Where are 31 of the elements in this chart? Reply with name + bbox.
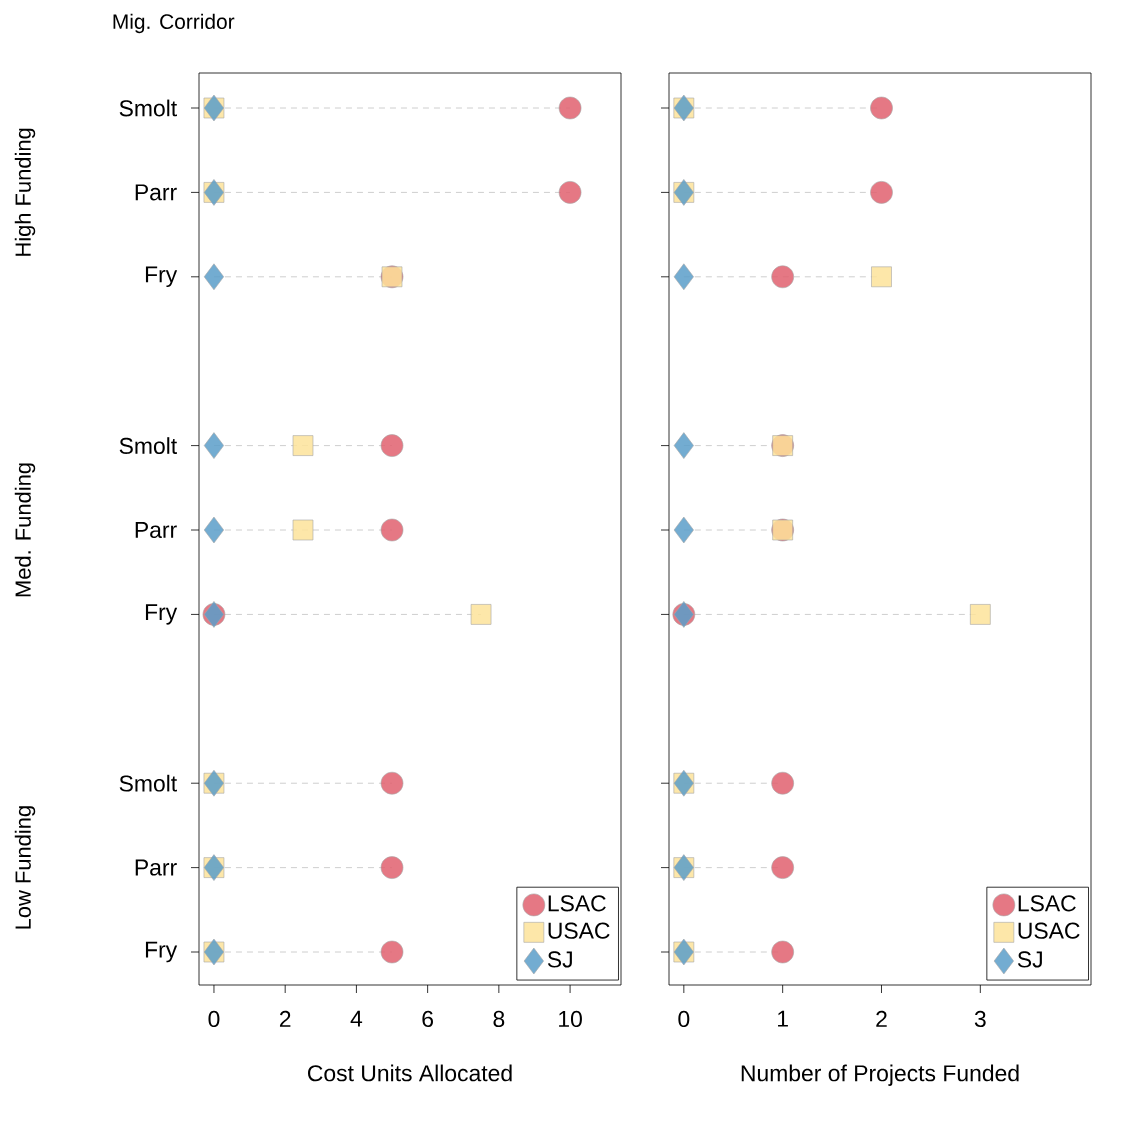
x-tick-label: 3 [974, 1010, 986, 1028]
legend-label: USAC [1018, 922, 1080, 939]
y-tick-label: Parr [135, 184, 177, 201]
text: High Funding [14, 128, 36, 256]
x-tick-label: 1 [778, 1010, 788, 1027]
x-tick-label: 10 [559, 1010, 582, 1028]
x-axis-title: Cost Units Allocated [308, 1064, 512, 1082]
y-tick-label: Parr [135, 522, 177, 538]
x-tick-label: 0 [678, 1010, 690, 1028]
x-axis-title: Number of Projects Funded [741, 1064, 1019, 1086]
y-tick-label: Smolt [119, 437, 177, 455]
y-tick-label: Fry [145, 266, 178, 288]
y-tick-label: Smolt [119, 99, 177, 117]
x-tick-label: 6 [422, 1010, 433, 1028]
x-tick-label: 2 [279, 1010, 291, 1027]
legend-label: LSAC [548, 895, 606, 912]
legend-label: LSAC [1018, 895, 1076, 912]
chart-title: Mig. Corridor [113, 13, 235, 34]
text: Low Funding [14, 806, 36, 929]
x-tick-label: 8 [493, 1010, 505, 1028]
x-tick-label: 0 [208, 1010, 220, 1028]
legend-label: SJ [547, 951, 572, 968]
text: Med. Funding [14, 463, 36, 597]
x-tick-label: 2 [876, 1010, 887, 1027]
legend-label: SJ [1017, 951, 1042, 968]
y-tick-label: Smolt [119, 774, 177, 792]
y-tick-label: Fry [145, 604, 178, 625]
y-tick-label: Fry [145, 941, 178, 963]
legend-label: USAC [548, 922, 610, 939]
y-tick-label: Parr [135, 859, 177, 876]
x-tick-label: 4 [350, 1010, 363, 1027]
